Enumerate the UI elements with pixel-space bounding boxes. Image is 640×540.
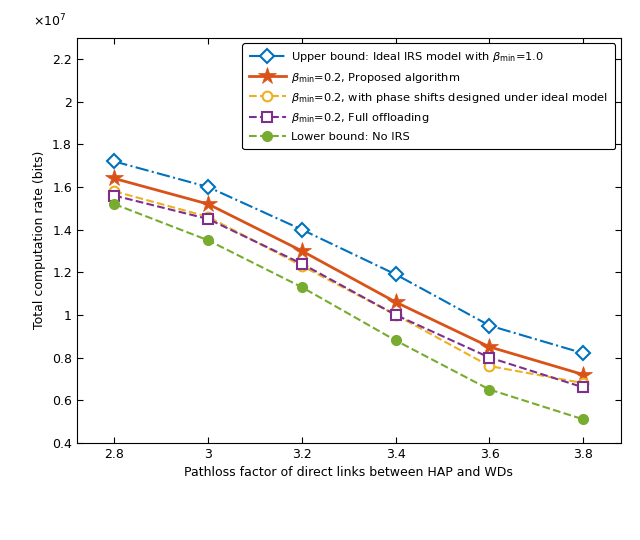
$\beta_{\rm min}$=0.2, Full offloading — [204, 216, 212, 222]
$\beta_{\rm min}$=0.2, with phase shifts designed under ideal model — [111, 188, 118, 194]
Line: Lower bound: No IRS: Lower bound: No IRS — [109, 199, 588, 424]
X-axis label: Pathloss factor of direct links between HAP and WDs: Pathloss factor of direct links between … — [184, 466, 513, 479]
$\beta_{\rm min}$=0.2, Proposed algorithm — [111, 176, 118, 182]
Text: $\times 10^7$: $\times 10^7$ — [33, 13, 67, 30]
Line: $\beta_{\rm min}$=0.2, with phase shifts designed under ideal model: $\beta_{\rm min}$=0.2, with phase shifts… — [109, 186, 588, 388]
Lower bound: No IRS: (3.2, 1.13e+07): No IRS: (3.2, 1.13e+07) — [298, 284, 306, 291]
Line: $\beta_{\rm min}$=0.2, Proposed algorithm: $\beta_{\rm min}$=0.2, Proposed algorith… — [106, 170, 592, 383]
$\beta_{\rm min}$=0.2, Proposed algorithm — [486, 343, 493, 350]
$\beta_{\rm min}$=0.2, Full offloading — [111, 192, 118, 199]
$\beta_{\rm min}$=0.2, Full offloading — [579, 384, 587, 390]
$\beta_{\rm min}$=0.2, with phase shifts designed under ideal model — [204, 214, 212, 220]
$\beta_{\rm min}$=0.2, Full offloading — [486, 354, 493, 361]
Upper bound: Ideal IRS model with $\beta_{\rm min}$=1.0: (3.8, 8.2e+06): Ideal IRS model with $\beta_{\rm min}$=1… — [579, 350, 587, 356]
Lower bound: No IRS: (3.8, 5.1e+06): No IRS: (3.8, 5.1e+06) — [579, 416, 587, 423]
Upper bound: Ideal IRS model with $\beta_{\rm min}$=1.0: (3.4, 1.19e+07): Ideal IRS model with $\beta_{\rm min}$=1… — [392, 271, 399, 278]
$\beta_{\rm min}$=0.2, Full offloading — [392, 312, 399, 318]
Lower bound: No IRS: (2.8, 1.52e+07): No IRS: (2.8, 1.52e+07) — [111, 201, 118, 207]
$\beta_{\rm min}$=0.2, Proposed algorithm — [298, 248, 306, 254]
Line: $\beta_{\rm min}$=0.2, Full offloading: $\beta_{\rm min}$=0.2, Full offloading — [109, 191, 588, 392]
Upper bound: Ideal IRS model with $\beta_{\rm min}$=1.0: (3.2, 1.4e+07): Ideal IRS model with $\beta_{\rm min}$=1… — [298, 226, 306, 233]
Lower bound: No IRS: (3.6, 6.5e+06): No IRS: (3.6, 6.5e+06) — [486, 386, 493, 393]
Line: Upper bound: Ideal IRS model with $\beta_{\rm min}$=1.0: Upper bound: Ideal IRS model with $\beta… — [109, 157, 588, 358]
$\beta_{\rm min}$=0.2, with phase shifts designed under ideal model — [486, 363, 493, 369]
$\beta_{\rm min}$=0.2, Full offloading — [298, 260, 306, 267]
Y-axis label: Total computation rate (bits): Total computation rate (bits) — [33, 151, 46, 329]
$\beta_{\rm min}$=0.2, with phase shifts designed under ideal model — [579, 380, 587, 386]
Lower bound: No IRS: (3.4, 8.8e+06): No IRS: (3.4, 8.8e+06) — [392, 338, 399, 344]
$\beta_{\rm min}$=0.2, Proposed algorithm — [392, 299, 399, 305]
$\beta_{\rm min}$=0.2, Proposed algorithm — [579, 372, 587, 378]
Lower bound: No IRS: (3, 1.35e+07): No IRS: (3, 1.35e+07) — [204, 237, 212, 244]
$\beta_{\rm min}$=0.2, with phase shifts designed under ideal model — [392, 312, 399, 318]
Legend: Upper bound: Ideal IRS model with $\beta_{\rm min}$=1.0, $\beta_{\rm min}$=0.2, : Upper bound: Ideal IRS model with $\beta… — [243, 44, 615, 149]
$\beta_{\rm min}$=0.2, with phase shifts designed under ideal model — [298, 262, 306, 269]
$\beta_{\rm min}$=0.2, Proposed algorithm — [204, 201, 212, 207]
Upper bound: Ideal IRS model with $\beta_{\rm min}$=1.0: (3.6, 9.5e+06): Ideal IRS model with $\beta_{\rm min}$=1… — [486, 322, 493, 329]
Upper bound: Ideal IRS model with $\beta_{\rm min}$=1.0: (2.8, 1.72e+07): Ideal IRS model with $\beta_{\rm min}$=1… — [111, 158, 118, 165]
Upper bound: Ideal IRS model with $\beta_{\rm min}$=1.0: (3, 1.6e+07): Ideal IRS model with $\beta_{\rm min}$=1… — [204, 184, 212, 190]
